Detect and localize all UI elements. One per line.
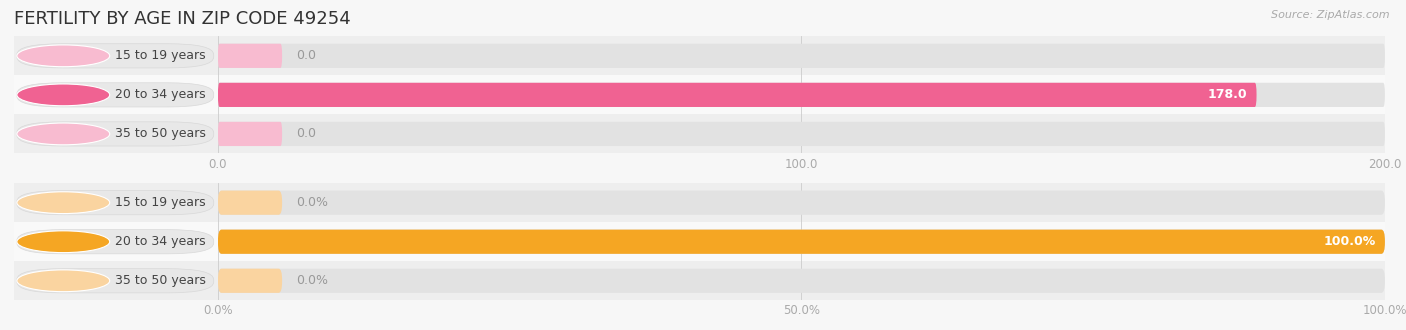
- Text: 0.0%: 0.0%: [297, 196, 328, 209]
- FancyBboxPatch shape: [218, 83, 1257, 107]
- Bar: [218, 75, 1385, 115]
- Text: 35 to 50 years: 35 to 50 years: [115, 274, 207, 287]
- Text: 35 to 50 years: 35 to 50 years: [115, 127, 207, 141]
- Text: 178.0: 178.0: [1208, 88, 1247, 101]
- FancyBboxPatch shape: [218, 122, 283, 146]
- FancyBboxPatch shape: [218, 230, 1385, 254]
- Text: Source: ZipAtlas.com: Source: ZipAtlas.com: [1271, 10, 1389, 20]
- Bar: [218, 222, 1385, 261]
- Text: 0.0%: 0.0%: [297, 274, 328, 287]
- Text: 20 to 34 years: 20 to 34 years: [115, 235, 205, 248]
- FancyBboxPatch shape: [218, 190, 1385, 215]
- Text: 0.0: 0.0: [297, 49, 316, 62]
- FancyBboxPatch shape: [218, 269, 1385, 293]
- FancyBboxPatch shape: [218, 83, 1385, 107]
- Text: FERTILITY BY AGE IN ZIP CODE 49254: FERTILITY BY AGE IN ZIP CODE 49254: [14, 10, 352, 28]
- FancyBboxPatch shape: [218, 44, 283, 68]
- Text: 0.0: 0.0: [297, 127, 316, 141]
- FancyBboxPatch shape: [218, 44, 1385, 68]
- FancyBboxPatch shape: [218, 122, 1385, 146]
- Bar: [218, 261, 1385, 300]
- Bar: [218, 115, 1385, 153]
- FancyBboxPatch shape: [218, 190, 283, 215]
- Text: 15 to 19 years: 15 to 19 years: [115, 196, 205, 209]
- FancyBboxPatch shape: [218, 269, 283, 293]
- Text: 20 to 34 years: 20 to 34 years: [115, 88, 205, 101]
- Bar: [218, 183, 1385, 222]
- Text: 15 to 19 years: 15 to 19 years: [115, 49, 205, 62]
- Text: 100.0%: 100.0%: [1323, 235, 1375, 248]
- Bar: [218, 36, 1385, 75]
- FancyBboxPatch shape: [218, 230, 1385, 254]
